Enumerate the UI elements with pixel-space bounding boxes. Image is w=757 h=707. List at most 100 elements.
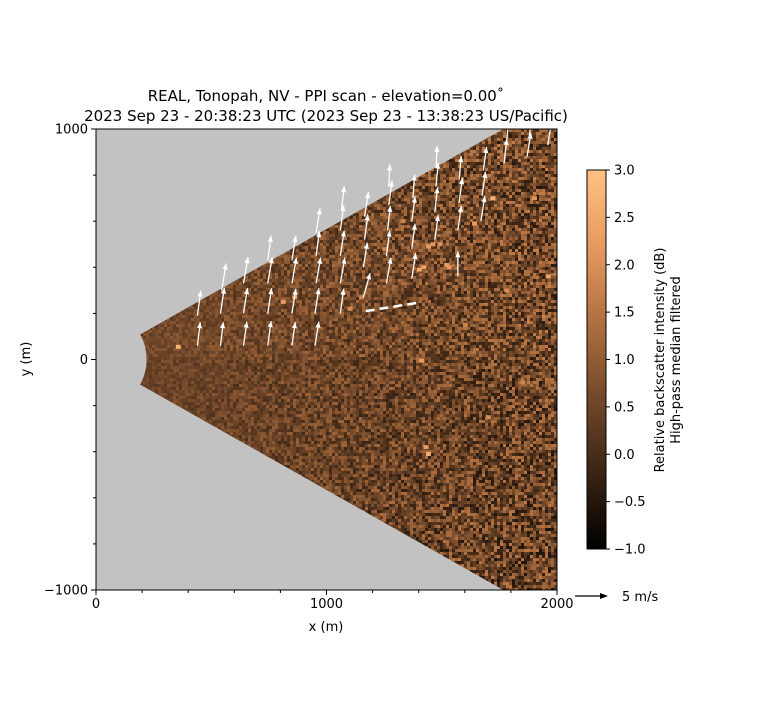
heatmap-cell bbox=[413, 192, 416, 195]
heatmap-cell bbox=[344, 264, 347, 267]
heatmap-cell bbox=[251, 318, 254, 321]
heatmap-cell bbox=[434, 315, 437, 318]
heatmap-cell bbox=[482, 309, 485, 312]
heatmap-cell bbox=[521, 246, 524, 249]
heatmap-cell bbox=[428, 189, 431, 192]
heatmap-cell bbox=[440, 165, 443, 168]
heatmap-cell bbox=[398, 234, 401, 237]
heatmap-cell bbox=[212, 315, 215, 318]
heatmap-cell bbox=[464, 300, 467, 303]
heatmap-cell bbox=[539, 231, 542, 234]
heatmap-cell bbox=[248, 282, 251, 285]
heatmap-cell bbox=[383, 228, 386, 231]
heatmap-cell bbox=[443, 246, 446, 249]
heatmap-cell bbox=[284, 291, 287, 294]
heatmap-cell bbox=[188, 309, 191, 312]
heatmap-cell bbox=[527, 183, 530, 186]
heatmap-cell bbox=[311, 321, 314, 324]
heatmap-cell bbox=[233, 321, 236, 324]
heatmap-cell bbox=[410, 243, 413, 246]
heatmap-cell bbox=[470, 153, 473, 156]
heatmap-cell bbox=[545, 234, 548, 237]
heatmap-cell bbox=[482, 153, 485, 156]
heatmap-cell bbox=[515, 318, 518, 321]
heatmap-cell bbox=[455, 294, 458, 297]
heatmap-cell bbox=[389, 303, 392, 306]
heatmap-cell bbox=[440, 189, 443, 192]
heatmap-cell bbox=[524, 132, 527, 135]
heatmap-cell bbox=[293, 306, 296, 309]
heatmap-cell bbox=[320, 258, 323, 261]
heatmap-cell bbox=[371, 216, 374, 219]
heatmap-cell bbox=[383, 216, 386, 219]
heatmap-cell bbox=[320, 282, 323, 285]
heatmap-cell bbox=[374, 279, 377, 282]
heatmap-cell bbox=[326, 279, 329, 282]
heatmap-cell bbox=[365, 231, 368, 234]
heatmap-cell bbox=[317, 276, 320, 279]
heatmap-cell bbox=[383, 312, 386, 315]
heatmap-cell bbox=[485, 240, 488, 243]
heatmap-cell bbox=[368, 318, 371, 321]
heatmap-cell bbox=[476, 168, 479, 171]
heatmap-cell bbox=[518, 252, 521, 255]
heatmap-cell bbox=[464, 162, 467, 165]
heatmap-cell bbox=[425, 240, 428, 243]
heatmap-cell bbox=[542, 189, 545, 192]
heatmap-cell bbox=[284, 261, 287, 264]
heatmap-cell bbox=[422, 252, 425, 255]
heatmap-cell bbox=[326, 258, 329, 261]
heatmap-cell bbox=[449, 174, 452, 177]
heatmap-cell bbox=[512, 147, 515, 150]
heatmap-cell bbox=[527, 189, 530, 192]
heatmap-cell bbox=[200, 309, 203, 312]
heatmap-cell bbox=[347, 321, 350, 324]
heatmap-cell bbox=[464, 276, 467, 279]
heatmap-cell bbox=[383, 279, 386, 282]
heatmap-cell bbox=[428, 186, 431, 189]
heatmap-cell bbox=[242, 306, 245, 309]
heatmap-cell bbox=[512, 309, 515, 312]
heatmap-cell bbox=[497, 180, 500, 183]
heatmap-cell bbox=[434, 258, 437, 261]
heatmap-cell bbox=[416, 225, 419, 228]
heatmap-cell bbox=[290, 312, 293, 315]
heatmap-cell bbox=[383, 231, 386, 234]
heatmap-cell bbox=[302, 312, 305, 315]
heatmap-cell bbox=[485, 228, 488, 231]
heatmap-cell bbox=[527, 159, 530, 162]
heatmap-cell bbox=[374, 315, 377, 318]
heatmap-cell bbox=[452, 267, 455, 270]
heatmap-cell bbox=[380, 279, 383, 282]
heatmap-cell bbox=[311, 312, 314, 315]
heatmap-cell bbox=[206, 297, 209, 300]
heatmap-cell bbox=[467, 210, 470, 213]
heatmap-cell bbox=[416, 279, 419, 282]
heatmap-cell bbox=[344, 222, 347, 225]
heatmap-cell bbox=[440, 252, 443, 255]
heatmap-cell bbox=[386, 204, 389, 207]
heatmap-cell bbox=[533, 168, 536, 171]
heatmap-cell bbox=[401, 198, 404, 201]
heatmap-cell bbox=[410, 210, 413, 213]
heatmap-cell bbox=[326, 243, 329, 246]
heatmap-cell bbox=[518, 210, 521, 213]
heatmap-cell bbox=[368, 315, 371, 318]
heatmap-cell bbox=[485, 294, 488, 297]
heatmap-cell bbox=[524, 249, 527, 252]
heatmap-cell bbox=[476, 270, 479, 273]
heatmap-cell bbox=[338, 318, 341, 321]
heatmap-cell bbox=[422, 294, 425, 297]
heatmap-cell bbox=[494, 312, 497, 315]
heatmap-cell bbox=[536, 303, 539, 306]
heatmap-cell bbox=[521, 180, 524, 183]
heatmap-cell bbox=[464, 246, 467, 249]
heatmap-cell bbox=[263, 291, 266, 294]
heatmap-cell bbox=[230, 318, 233, 321]
heatmap-cell bbox=[512, 171, 515, 174]
heatmap-cell bbox=[551, 246, 554, 249]
heatmap-cell bbox=[491, 180, 494, 183]
heatmap-cell bbox=[362, 273, 365, 276]
heatmap-cell bbox=[503, 171, 506, 174]
heatmap-cell bbox=[425, 207, 428, 210]
